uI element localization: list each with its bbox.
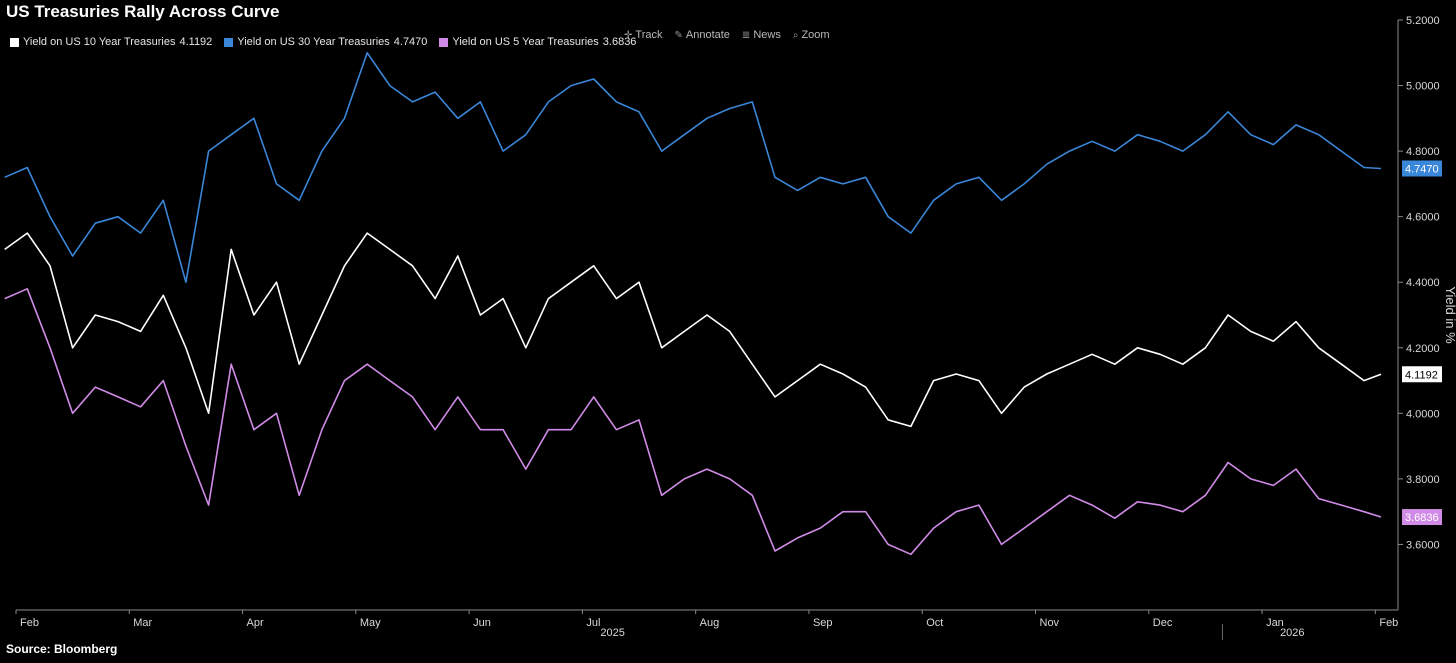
legend-label-5y: Yield on US 5 Year Treasuries	[452, 36, 599, 48]
y-tick-label-2: 4.8000	[1406, 146, 1440, 158]
pencil-icon: ✎	[674, 29, 683, 41]
x-tick-label-0: Feb	[20, 617, 39, 629]
x-tick-label-11: Jan	[1266, 617, 1284, 629]
track-button[interactable]: ✛ Track	[624, 29, 662, 41]
magnifier-icon: ⌕	[792, 29, 799, 41]
year-label-2026: 2026	[1280, 627, 1304, 639]
y-tick-label-4: 4.4000	[1406, 277, 1440, 289]
legend-item-5y[interactable]: Yield on US 5 Year Treasuries 3.6836	[439, 36, 636, 48]
legend-swatch-10y	[10, 37, 19, 47]
x-tick-label-5: Jul	[586, 617, 600, 629]
legend-item-30y[interactable]: Yield on US 30 Year Treasuries 4.7470	[224, 36, 427, 48]
value-tag-0	[1402, 366, 1442, 383]
legend-value-30y: 4.7470	[393, 36, 428, 48]
legend-swatch-30y	[224, 37, 234, 47]
news-icon: ≣	[741, 29, 751, 41]
x-tick-label-10: Dec	[1153, 617, 1173, 629]
value-tag-1	[1402, 160, 1442, 177]
legend: Yield on US 10 Year Treasuries 4.1192 Yi…	[10, 34, 636, 50]
y-tick-label-5: 4.2000	[1406, 343, 1440, 355]
chart-title: US Treasuries Rally Across Curve	[6, 2, 280, 21]
y-tick-label-1: 5.0000	[1406, 81, 1440, 93]
news-button[interactable]: ≣ News	[742, 29, 781, 41]
value-tag-2	[1402, 509, 1442, 526]
value-tag-label-0: 4.1192	[1405, 369, 1438, 381]
annotate-button[interactable]: ✎ Annotate	[674, 29, 729, 41]
chart-toolbar: ✛ Track ✎ Annotate ≣ News ⌕ Zoom	[624, 27, 830, 43]
legend-swatch-5y	[439, 37, 449, 47]
track-label: Track	[635, 29, 663, 41]
y-tick-label-0: 5.2000	[1406, 15, 1440, 27]
y-tick-label-6: 4.0000	[1406, 408, 1440, 420]
y-tick-label-8: 3.6000	[1406, 539, 1440, 551]
series-line-0	[4, 232, 1382, 428]
legend-label-10y: Yield on US 10 Year Treasuries	[23, 36, 176, 48]
annotate-label: Annotate	[685, 29, 730, 41]
x-tick-label-7: Sep	[813, 617, 833, 629]
legend-value-10y: 4.1192	[179, 36, 213, 48]
x-tick-label-12: Feb	[1379, 617, 1398, 629]
crosshair-icon: ✛	[624, 29, 633, 41]
x-tick-label-4: Jun	[473, 617, 491, 629]
news-label: News	[753, 29, 781, 41]
legend-value-5y: 3.6836	[602, 36, 637, 48]
series-line-1	[4, 51, 1382, 284]
x-tick-label-6: Aug	[700, 617, 720, 629]
legend-item-10y[interactable]: Yield on US 10 Year Treasuries 4.1192	[10, 36, 212, 48]
series-line-2	[4, 287, 1382, 556]
x-tick-label-9: Nov	[1040, 617, 1060, 629]
x-tick-label-1: Mar	[133, 617, 152, 629]
x-tick-label-3: May	[360, 617, 381, 629]
y-axis-title: Yield in %	[1443, 286, 1456, 344]
year-label-2025: 2025	[600, 627, 624, 639]
source-note: Source: Bloomberg	[6, 642, 118, 656]
y-tick-label-3: 4.6000	[1406, 212, 1440, 224]
zoom-label: Zoom	[801, 29, 830, 41]
y-tick-label-7: 3.8000	[1406, 474, 1440, 486]
value-tag-label-2: 3.6836	[1405, 512, 1439, 524]
x-tick-label-8: Oct	[926, 617, 943, 629]
value-tag-label-1: 4.7470	[1405, 163, 1439, 175]
legend-label-30y: Yield on US 30 Year Treasuries	[237, 36, 390, 48]
x-tick-label-2: Apr	[247, 617, 264, 629]
zoom-button[interactable]: ⌕ Zoom	[793, 29, 830, 41]
